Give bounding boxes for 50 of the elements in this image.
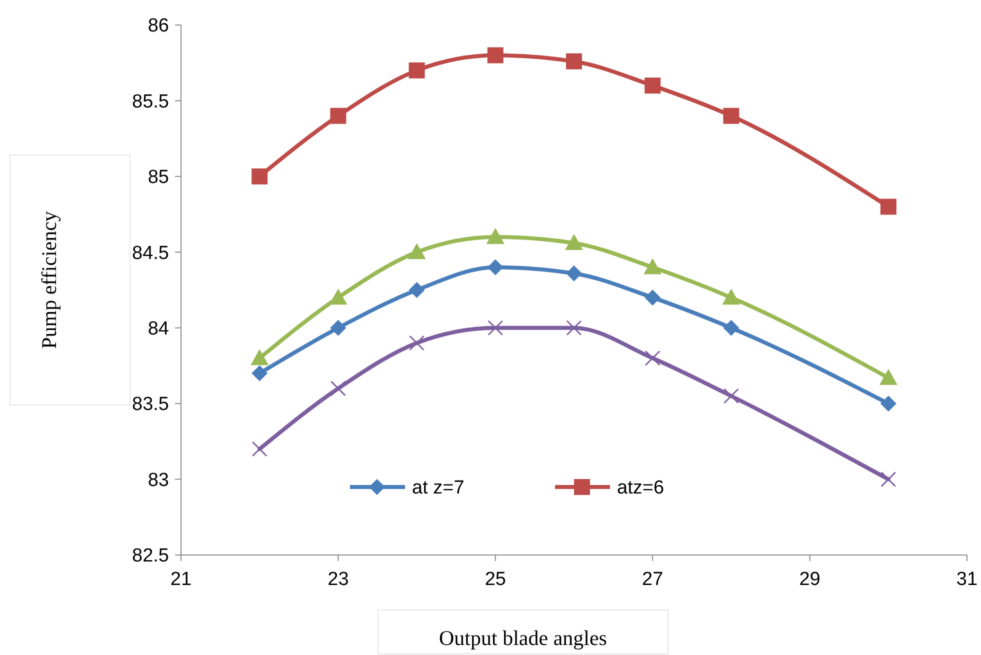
x-tick-label: 31 <box>956 569 978 590</box>
point <box>330 320 346 336</box>
point <box>252 168 268 184</box>
point <box>330 108 346 124</box>
point <box>880 396 896 412</box>
point <box>487 47 504 64</box>
point <box>486 228 504 244</box>
point <box>330 380 346 396</box>
point <box>880 198 896 215</box>
x-tick-label: 29 <box>799 569 820 590</box>
y-tick-label: 85.5 <box>132 91 169 112</box>
x-tick-label: 25 <box>484 569 506 590</box>
point <box>723 388 739 404</box>
y-axis-title: Pump efficiency <box>37 210 61 349</box>
point <box>879 368 898 385</box>
y-tick-label: 83.5 <box>132 394 169 416</box>
point <box>880 472 896 488</box>
point <box>408 243 426 260</box>
point <box>487 259 504 276</box>
point <box>409 335 425 351</box>
legend-label: at z=7 <box>412 478 464 499</box>
y-tick-label: 84.5 <box>132 242 169 264</box>
y-tick-label: 86 <box>148 16 169 37</box>
legend-label: atz=6 <box>617 478 664 499</box>
x-tick-label: 21 <box>170 569 192 590</box>
point <box>644 258 662 274</box>
point <box>252 365 268 382</box>
y-tick-label: 82.5 <box>132 546 169 567</box>
x-axis-title: Output blade angles <box>439 626 607 650</box>
point <box>566 265 582 282</box>
point <box>250 349 269 366</box>
point <box>252 441 268 457</box>
point <box>722 288 740 305</box>
point <box>723 108 740 124</box>
point <box>723 320 740 336</box>
point <box>644 290 661 306</box>
point <box>566 320 582 336</box>
x-tick-label: 27 <box>642 569 664 590</box>
point <box>644 78 661 94</box>
y-tick-label: 84 <box>148 318 170 340</box>
point <box>565 234 583 250</box>
point <box>566 53 582 70</box>
point <box>644 350 660 366</box>
x-tick-label: 23 <box>328 569 349 590</box>
y-tick-label: 83 <box>148 470 169 491</box>
point <box>329 288 348 305</box>
point <box>408 62 425 78</box>
point <box>408 282 425 298</box>
point <box>488 320 504 336</box>
y-tick-label: 85 <box>148 167 169 188</box>
